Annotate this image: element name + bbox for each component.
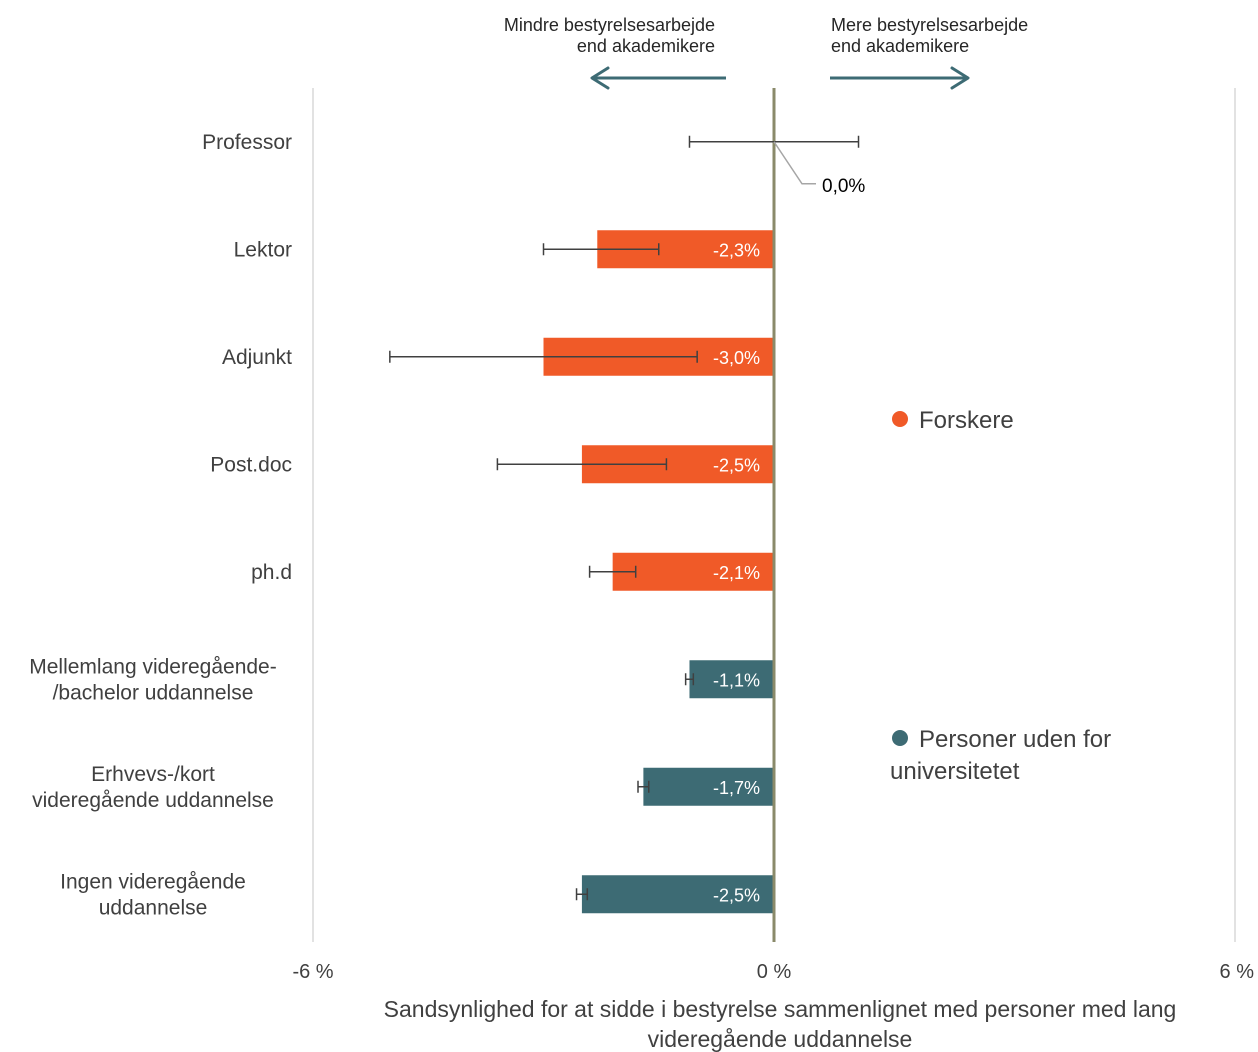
left-arrow: Mindre bestyrelsesarbejde end akademikere <box>504 15 726 90</box>
right-arrow-label: Mere bestyrelsesarbejde end akademikere <box>831 15 1028 56</box>
value-callout: 0,0% <box>773 141 865 197</box>
value-label: 0,0% <box>822 176 865 197</box>
x-tick-label: -6 % <box>292 961 333 983</box>
legend-marker <box>892 411 908 427</box>
direction-arrows: Mindre bestyrelsesarbejde end akademikere… <box>504 15 1028 90</box>
value-label: -2,5% <box>713 885 760 905</box>
error-bar <box>389 350 698 363</box>
value-label: -3,0% <box>713 348 760 368</box>
error-bar <box>575 888 589 901</box>
category-label: Mellemlang videregående-/bachelor uddann… <box>29 655 276 704</box>
category-label: Lektor <box>234 238 292 261</box>
legend-item-personer: Personer uden for universitetet <box>890 726 1111 785</box>
legend-marker <box>892 730 908 746</box>
bars <box>543 230 774 914</box>
legend-item-forskere: Forskere <box>892 407 1014 434</box>
category-label: Adjunkt <box>222 346 292 369</box>
bar <box>689 660 774 699</box>
category-label: Professor <box>202 131 292 154</box>
error-bar <box>637 780 650 793</box>
value-labels: 0,0% -2,3% -3,0% -2,5% -2,1% -1,1% -1,7% -2,5% <box>713 141 865 905</box>
bar <box>643 767 774 806</box>
category-label: Post.doc <box>210 453 292 476</box>
value-label: -1,1% <box>713 670 760 690</box>
x-axis-label: Sandsynlighed for at sidde i bestyrelse … <box>384 996 1177 1052</box>
error-bar <box>684 673 695 686</box>
bar <box>581 875 774 914</box>
gridlines <box>312 88 1236 942</box>
error-bar <box>542 243 660 256</box>
category-labels: Professor Lektor Adjunkt Post.doc ph.d Mellem… <box>29 131 292 920</box>
category-label: ph.d <box>251 561 292 584</box>
x-tick-label: 0 % <box>757 961 792 983</box>
value-label: -2,3% <box>713 240 760 260</box>
legend-label: Forskere <box>919 407 1014 434</box>
x-axis-label-text: Sandsynlighed for at sidde i bestyrelse … <box>384 996 1177 1052</box>
bar <box>612 552 774 591</box>
left-arrow-label: Mindre bestyrelsesarbejde end akademikere <box>504 15 715 56</box>
value-label: -2,5% <box>713 455 760 475</box>
error-bar <box>496 458 668 471</box>
legend-label: Personer uden for universitetet <box>890 726 1111 785</box>
category-label: Ingen videregående uddannelse <box>60 870 246 919</box>
error-bar <box>588 565 637 578</box>
value-label: -2,1% <box>713 563 760 583</box>
legend: Forskere Personer uden for universitetet <box>890 407 1111 785</box>
x-tick-labels: -6 % 0 % 6 % <box>292 961 1254 983</box>
category-label: Erhvevs-/kort videregående uddannelse <box>32 763 274 812</box>
value-label: -1,7% <box>713 778 760 798</box>
right-arrow: Mere bestyrelsesarbejde end akademikere <box>830 15 1028 90</box>
x-tick-label: 6 % <box>1220 961 1255 983</box>
